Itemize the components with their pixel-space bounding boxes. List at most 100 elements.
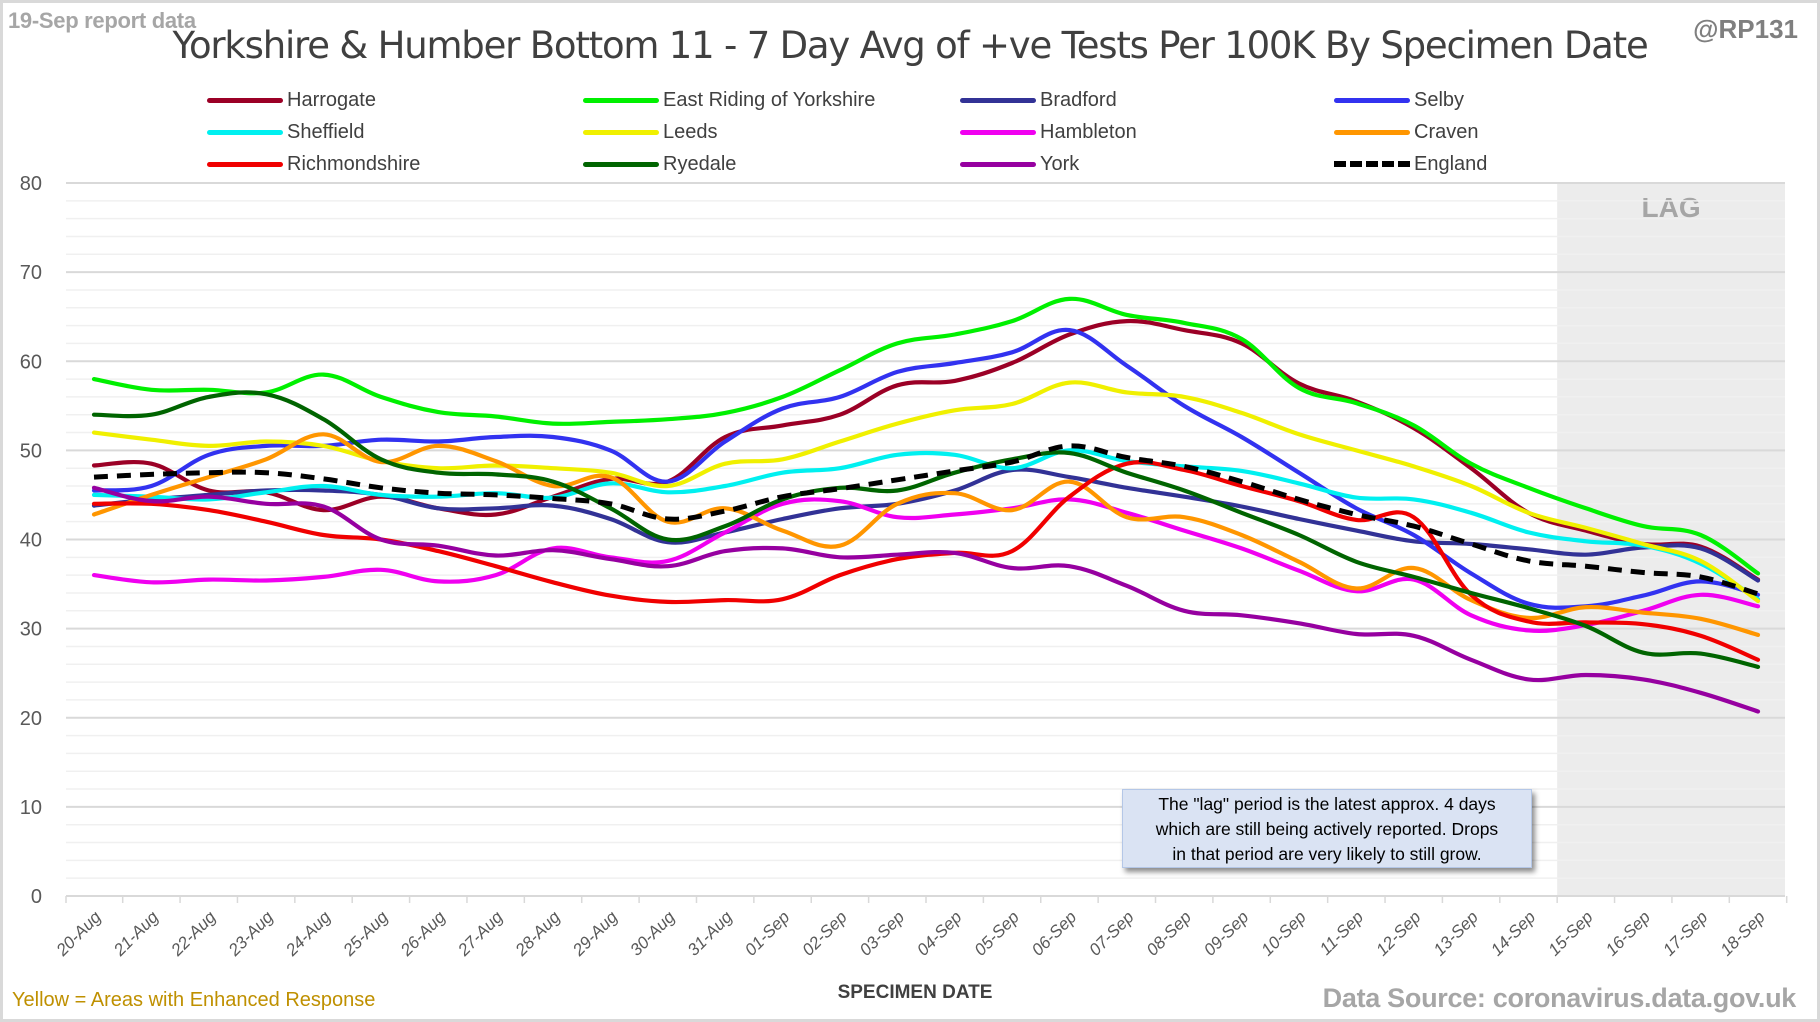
x-tick-label: 01-Sep bbox=[741, 907, 793, 959]
x-tick-label: 26-Aug bbox=[396, 907, 449, 960]
legend-item-england: England bbox=[1334, 152, 1487, 176]
y-tick-label: 20 bbox=[20, 708, 42, 730]
series-line-selby bbox=[91, 327, 1761, 610]
x-tick-label: 16-Sep bbox=[1602, 907, 1654, 959]
x-tick-label: 20-Aug bbox=[52, 907, 105, 960]
legend-item-bradford: Bradford bbox=[960, 88, 1117, 112]
x-tick-label: 04-Sep bbox=[913, 907, 965, 959]
legend-item-richmondshire: Richmondshire bbox=[207, 152, 420, 176]
x-tick-label: 23-Aug bbox=[224, 907, 277, 960]
legend-swatch bbox=[1334, 129, 1410, 135]
legend-swatch bbox=[207, 129, 283, 135]
legend-label: Richmondshire bbox=[287, 152, 421, 175]
legend-swatch bbox=[1334, 97, 1410, 103]
x-tick-label: 10-Sep bbox=[1258, 907, 1310, 959]
x-tick-label: 14-Sep bbox=[1487, 907, 1539, 959]
legend-label: Leeds bbox=[663, 120, 718, 143]
series-east-riding-of-yorkshire bbox=[91, 296, 1761, 576]
y-tick-label: 70 bbox=[20, 262, 42, 284]
legend-swatch bbox=[960, 161, 1036, 167]
legend-label: Harrogate bbox=[287, 88, 376, 111]
x-tick-label: 02-Sep bbox=[799, 907, 851, 959]
legend-label: Selby bbox=[1414, 88, 1465, 111]
lag-annotation-line: which are still being actively reported.… bbox=[1155, 819, 1499, 839]
y-tick-label: 60 bbox=[20, 351, 42, 373]
series-line-craven bbox=[91, 432, 1761, 637]
legend-item-york: York bbox=[960, 152, 1079, 176]
legend-swatch bbox=[207, 97, 283, 103]
series-england bbox=[93, 443, 1759, 597]
x-tick-label: 07-Sep bbox=[1085, 907, 1137, 959]
x-tick-label: 09-Sep bbox=[1200, 907, 1252, 959]
series-selby bbox=[91, 327, 1761, 610]
legend-label: York bbox=[1040, 152, 1080, 175]
legend-item-sheffield: Sheffield bbox=[207, 120, 364, 144]
series-line-sheffield bbox=[91, 448, 1761, 602]
y-tick-label: 10 bbox=[20, 797, 42, 819]
y-tick-label: 40 bbox=[20, 530, 42, 552]
x-tick-label: 25-Aug bbox=[339, 907, 392, 960]
x-tick-label: 08-Sep bbox=[1143, 907, 1195, 959]
report-date-tag: 19-Sep report data bbox=[8, 8, 196, 33]
legend-label: Sheffield bbox=[287, 120, 365, 143]
series-york bbox=[91, 485, 1761, 714]
legend-label: Craven bbox=[1414, 120, 1479, 143]
series-craven bbox=[91, 432, 1761, 637]
legend-swatch bbox=[583, 161, 659, 167]
x-tick-label: 13-Sep bbox=[1430, 907, 1482, 959]
x-tick-label: 31-Aug bbox=[684, 907, 737, 960]
x-tick-label: 27-Aug bbox=[454, 907, 507, 960]
chart-title: Yorkshire & Humber Bottom 11 - 7 Day Avg… bbox=[172, 24, 1648, 67]
x-tick-label: 29-Aug bbox=[568, 907, 621, 960]
series-line-hambleton bbox=[91, 497, 1761, 633]
legend-label: Bradford bbox=[1040, 88, 1117, 111]
legend-item-east-riding-of-yorkshire: East Riding of Yorkshire bbox=[583, 88, 875, 112]
series-ryedale bbox=[91, 390, 1761, 669]
legend-swatch bbox=[207, 161, 283, 167]
series-line-ryedale bbox=[91, 390, 1761, 669]
x-tick-label: 15-Sep bbox=[1544, 907, 1596, 959]
series-line-harrogate bbox=[91, 318, 1761, 582]
x-tick-label: 30-Aug bbox=[626, 907, 679, 960]
series-line-york bbox=[91, 485, 1761, 714]
lag-annotation-line: The "lag" period is the latest approx. 4… bbox=[1158, 794, 1496, 814]
legend-swatch bbox=[583, 129, 659, 135]
x-tick-label: 22-Aug bbox=[167, 907, 220, 960]
y-tick-label: 30 bbox=[20, 619, 42, 641]
legend-swatch bbox=[960, 129, 1036, 135]
lag-annotation: The "lag" period is the latest approx. 4… bbox=[1122, 789, 1532, 868]
data-source: Data Source: coronavirus.data.gov.uk bbox=[1322, 983, 1797, 1013]
legend-label: East Riding of Yorkshire bbox=[663, 88, 876, 111]
author-handle: @RP131 bbox=[1693, 14, 1798, 44]
x-tick-label: 21-Aug bbox=[109, 907, 162, 960]
legend-item-ryedale: Ryedale bbox=[583, 152, 736, 176]
series-line-east-riding-of-yorkshire bbox=[91, 296, 1761, 576]
x-tick-label: 28-Aug bbox=[511, 907, 564, 960]
legend-swatch bbox=[583, 97, 659, 103]
legend-swatch bbox=[1334, 161, 1410, 167]
legend-label: Hambleton bbox=[1040, 120, 1137, 143]
legend-label: England bbox=[1414, 152, 1488, 175]
legend-item-leeds: Leeds bbox=[583, 120, 718, 144]
lag-label: LAG bbox=[1642, 192, 1701, 223]
series-harrogate bbox=[91, 318, 1761, 582]
x-tick-label: 18-Sep bbox=[1717, 907, 1769, 959]
lag-annotation-line: in that period are very likely to still … bbox=[1172, 844, 1482, 864]
x-tick-label: 03-Sep bbox=[856, 907, 908, 959]
x-tick-label: 11-Sep bbox=[1316, 907, 1367, 958]
x-tick-label: 05-Sep bbox=[971, 907, 1023, 959]
enhanced-response-note: Yellow = Areas with Enhanced Response bbox=[12, 989, 376, 1011]
x-axis-label: SPECIMEN DATE bbox=[837, 982, 993, 1003]
x-tick-label: 24-Aug bbox=[281, 907, 334, 960]
legend-label: Ryedale bbox=[663, 152, 737, 175]
y-tick-label: 50 bbox=[20, 440, 42, 462]
series-hambleton bbox=[91, 497, 1761, 633]
series-line-england bbox=[93, 443, 1759, 597]
x-tick-label: 12-Sep bbox=[1372, 907, 1424, 959]
y-tick-label: 0 bbox=[31, 886, 42, 908]
series-sheffield bbox=[91, 448, 1761, 602]
legend-item-selby: Selby bbox=[1334, 88, 1464, 112]
legend-item-craven: Craven bbox=[1334, 120, 1478, 144]
x-tick-label: 17-Sep bbox=[1659, 907, 1711, 959]
